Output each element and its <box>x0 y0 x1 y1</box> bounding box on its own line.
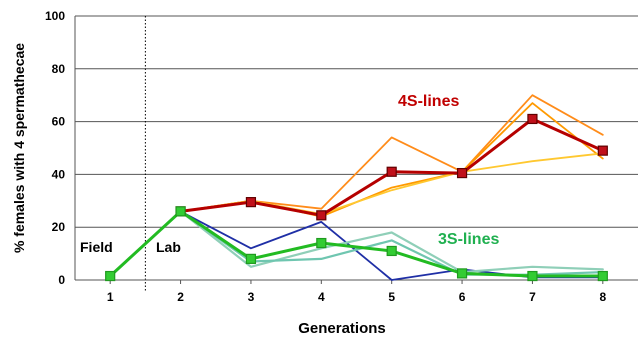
y-tick-label: 60 <box>52 115 66 129</box>
data-point-marker <box>597 145 608 156</box>
x-tick-label: 6 <box>459 290 466 304</box>
y-tick-label: 40 <box>52 167 66 181</box>
y-tick-label: 20 <box>52 220 66 234</box>
y-tick-label: 0 <box>58 273 65 287</box>
data-point-marker <box>456 167 468 179</box>
series-line-6 <box>179 210 604 276</box>
data-point-marker <box>527 113 538 125</box>
data-point-marker <box>245 197 257 208</box>
x-tick-label: 4 <box>318 290 325 304</box>
series-line-8 <box>108 209 605 278</box>
data-point-marker <box>316 210 327 221</box>
lab-label: Lab <box>156 239 181 255</box>
data-point-marker <box>597 270 608 282</box>
y-tick-label: 80 <box>52 62 66 76</box>
x-tick-label: 7 <box>529 290 536 304</box>
lines-4s-label: 4S-lines <box>398 93 459 110</box>
data-point-marker <box>175 206 186 217</box>
data-point-marker <box>456 268 468 279</box>
y-tick-label: 100 <box>45 9 65 23</box>
gridlines <box>75 15 638 228</box>
y-axis-title: % females with 4 spermathecae <box>11 43 27 253</box>
series-markers <box>105 113 608 282</box>
y-tick-labels: 0 20 40 60 80 100 <box>45 9 65 287</box>
data-point-marker <box>245 253 257 264</box>
lines-3s-label: 3S-lines <box>438 231 499 248</box>
data-point-marker <box>105 270 116 282</box>
series-line-5 <box>179 210 604 274</box>
series-line-1 <box>179 94 604 213</box>
series-line-3 <box>179 152 604 215</box>
x-axis-title: Generations <box>298 320 386 337</box>
x-tick-label: 3 <box>248 290 255 304</box>
x-tick-label: 1 <box>107 290 114 304</box>
field-label: Field <box>80 239 113 255</box>
x-tick-label: 5 <box>388 290 395 304</box>
x-tick-label: 2 <box>177 290 184 304</box>
data-point-marker <box>386 245 397 257</box>
x-tick-label: 8 <box>599 290 606 304</box>
data-point-marker <box>316 237 327 249</box>
series-line-4 <box>179 210 604 281</box>
data-point-marker <box>527 270 538 282</box>
data-point-marker <box>386 166 397 177</box>
x-tick-labels: 1 2 3 4 5 6 7 8 <box>107 280 606 304</box>
